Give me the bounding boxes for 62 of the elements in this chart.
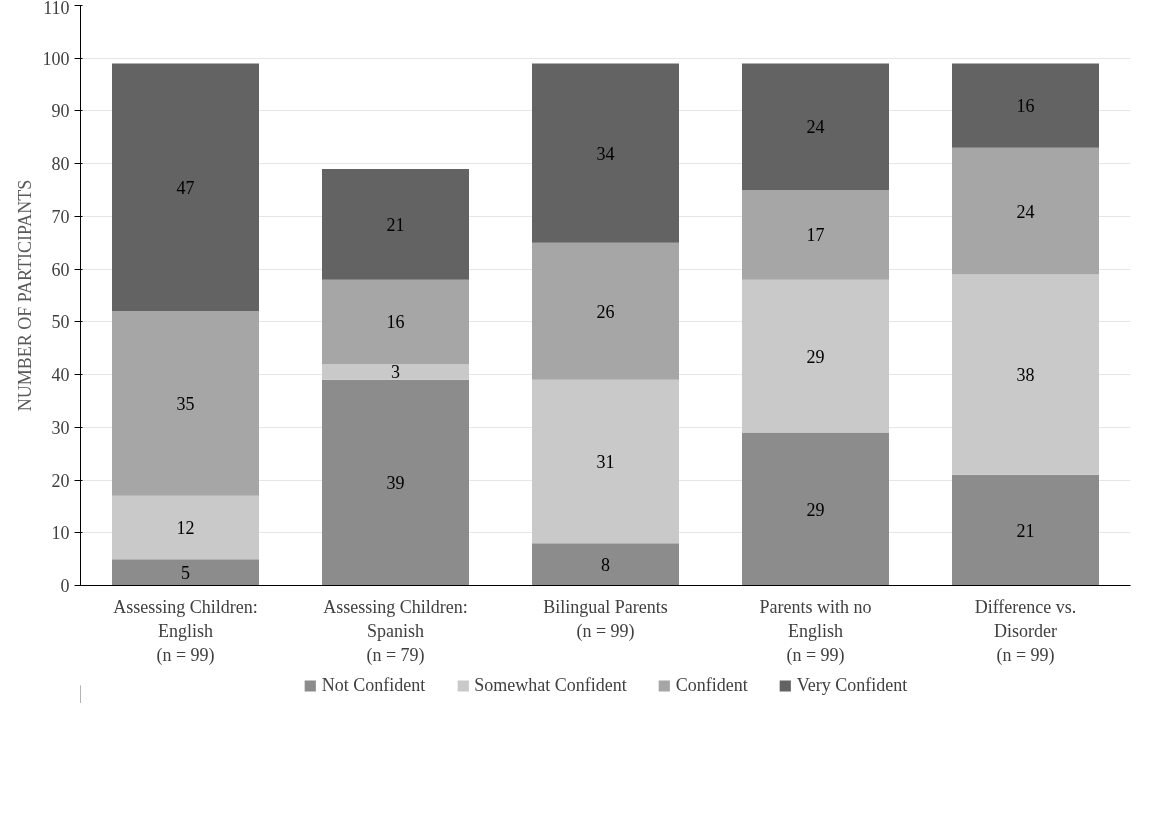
legend-label: Somewhat Confident — [474, 674, 627, 696]
bar — [742, 279, 889, 433]
y-tick-label: 80 — [51, 154, 70, 175]
data-label: 16 — [386, 312, 405, 333]
data-label: 31 — [596, 452, 615, 473]
x-tick-label: Assessing Children: Spanish (n = 79) — [323, 596, 468, 666]
bar — [322, 364, 469, 380]
x-tick-label: Bilingual Parents (n = 99) — [543, 596, 668, 642]
data-label: 29 — [806, 499, 825, 520]
legend-label: Confident — [675, 674, 748, 696]
bar — [112, 559, 259, 586]
bar — [112, 495, 259, 560]
y-tick-label: 100 — [42, 48, 70, 69]
x-tick-label: Difference vs. Disorder (n = 99) — [974, 596, 1077, 666]
bar — [532, 63, 679, 243]
legend-label: Not Confident — [321, 674, 426, 696]
data-label: 24 — [806, 117, 825, 138]
bar — [322, 379, 469, 586]
data-label: 16 — [1016, 96, 1035, 117]
x-tick-label: Assessing Children: English (n = 99) — [113, 596, 258, 666]
y-tick-label: 20 — [51, 470, 70, 491]
bar — [112, 63, 259, 312]
legend-label: Very Confident — [796, 674, 908, 696]
data-label: 35 — [176, 394, 195, 415]
bar — [952, 274, 1099, 475]
y-tick-label: 60 — [51, 259, 70, 280]
y-tick-label: 90 — [51, 101, 70, 122]
bar — [742, 190, 889, 280]
data-label: 5 — [181, 562, 190, 583]
y-tick-label: 110 — [43, 0, 70, 18]
data-label: 34 — [596, 143, 615, 164]
y-axis-title: NUMBER OF PARTICIPANTS — [14, 179, 35, 412]
bar — [952, 474, 1099, 586]
x-tick-label: Parents with no English (n = 99) — [759, 596, 872, 666]
y-tick-label: 0 — [60, 576, 70, 596]
data-label: 21 — [386, 214, 405, 235]
data-label: 12 — [176, 518, 195, 538]
data-label: 38 — [1016, 365, 1035, 386]
data-label: 26 — [596, 301, 615, 322]
bar — [952, 63, 1099, 148]
data-label: 39 — [386, 473, 405, 494]
data-label: 3 — [391, 362, 400, 383]
bar — [742, 432, 889, 586]
data-label: 8 — [601, 554, 610, 575]
bar — [322, 279, 469, 365]
data-label: 47 — [176, 177, 195, 198]
data-label: 29 — [806, 346, 825, 367]
data-label: 21 — [1016, 520, 1035, 541]
bar — [532, 543, 679, 586]
data-label: 17 — [806, 225, 825, 246]
bar — [532, 242, 679, 380]
bar — [532, 379, 679, 544]
y-tick-label: 50 — [51, 312, 70, 333]
bar — [112, 311, 259, 496]
y-tick-label: 70 — [51, 206, 70, 227]
bar — [742, 63, 889, 191]
bar — [952, 147, 1099, 275]
y-tick-label: 30 — [51, 417, 70, 438]
y-tick-label: 40 — [51, 365, 70, 386]
y-tick-label: 10 — [51, 523, 70, 544]
bar — [322, 168, 469, 280]
data-label: 24 — [1016, 201, 1035, 222]
